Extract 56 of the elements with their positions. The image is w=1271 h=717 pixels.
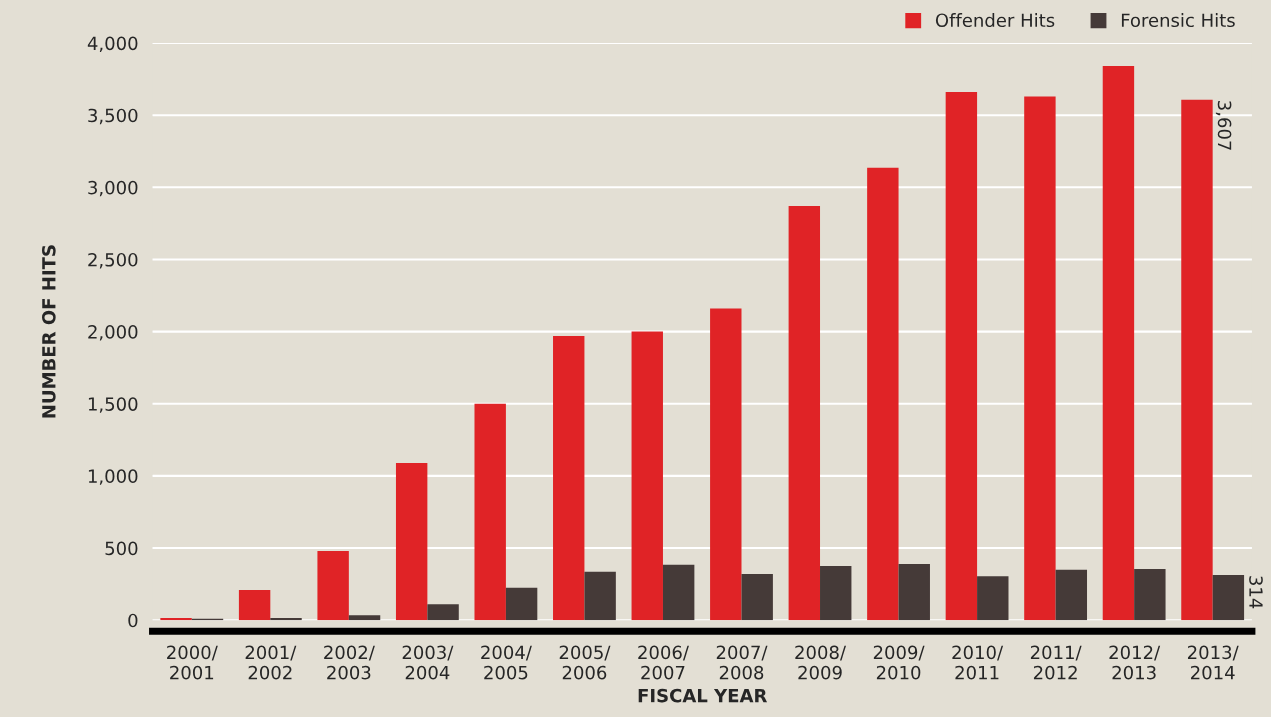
x-axis-title: FISCAL YEAR <box>638 688 768 703</box>
bar <box>238 589 271 621</box>
bar <box>270 618 302 621</box>
bar <box>160 618 192 621</box>
bar <box>1024 96 1056 621</box>
y-axis-title: NUMBER OF HITS <box>42 245 56 418</box>
bar <box>505 587 538 621</box>
data-label: 314 <box>1249 576 1263 609</box>
bar <box>1055 569 1088 621</box>
bar <box>867 167 899 621</box>
y-tick-label: 1,500 <box>88 397 138 413</box>
bar <box>898 563 930 621</box>
x-tick-label: 2004/ 2005 <box>481 645 532 680</box>
bar <box>317 550 349 621</box>
bar <box>395 462 428 621</box>
bar <box>710 308 742 621</box>
legend-label: Offender Hits <box>935 13 1055 28</box>
x-tick-label: 2005/ 2006 <box>559 645 611 680</box>
y-tick-label: 3,000 <box>88 180 138 197</box>
legend-label: Forensic Hits <box>1121 13 1235 28</box>
y-tick-label: 4,000 <box>87 36 138 52</box>
x-tick-label: 2009/ 2010 <box>873 645 925 680</box>
bar <box>662 564 695 621</box>
x-tick-label: 2011/ 2012 <box>1030 645 1082 680</box>
x-tick-label: 2003/ 2004 <box>402 645 454 680</box>
bar <box>945 92 978 621</box>
x-tick-label: 2010/ 2011 <box>952 645 1004 680</box>
bar <box>348 615 381 621</box>
bar <box>1181 99 1213 621</box>
y-tick-label: 2,000 <box>88 325 138 341</box>
bar <box>820 566 852 621</box>
x-tick-label: 2008/ 2009 <box>795 645 847 680</box>
bar <box>1212 574 1245 621</box>
y-tick-label: 3,500 <box>88 108 138 125</box>
bar <box>553 335 585 621</box>
x-tick-label: 2006/ 2007 <box>638 645 689 680</box>
bar <box>631 331 663 621</box>
bar <box>584 571 616 621</box>
bar <box>427 604 459 621</box>
bar <box>741 574 773 621</box>
x-tick-label: 2001/ 2002 <box>245 645 297 680</box>
y-tick-label: 0 <box>128 613 138 628</box>
bar <box>1102 66 1135 621</box>
y-tick-label: 1,000 <box>88 469 138 485</box>
x-tick-label: 2012/ 2013 <box>1109 645 1161 680</box>
y-tick-label: 2,500 <box>88 252 138 269</box>
bar <box>474 403 506 621</box>
x-tick-label: 2013/ 2014 <box>1187 645 1239 680</box>
x-tick-label: 2002/ 2003 <box>324 645 375 680</box>
bar <box>788 206 821 621</box>
x-tick-label: 2000/ 2001 <box>167 645 218 680</box>
x-tick-label: 2007/ 2008 <box>716 645 768 680</box>
bar <box>1134 568 1166 621</box>
bar <box>977 576 1009 621</box>
data-label: 3,607 <box>1215 101 1232 150</box>
y-tick-label: 500 <box>105 541 138 556</box>
